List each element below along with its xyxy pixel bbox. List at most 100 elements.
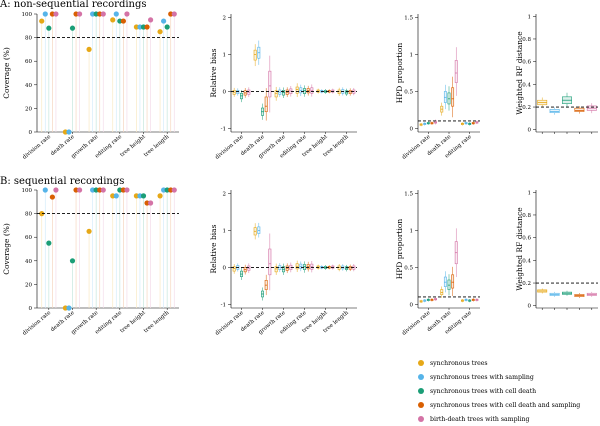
y-axis-label: HPD proportion [395,43,404,104]
y-tick-label: 0 [528,128,532,134]
y-tick-label: 0.5 [404,89,413,95]
data-point [69,258,76,264]
y-tick-label: 1 [223,53,227,59]
data-point [171,11,177,17]
y-tick-label: 20 [25,282,32,288]
data-point [110,17,116,23]
legend-label: birth-death trees with sampling [430,415,530,423]
data-point [171,187,177,193]
legend-item: synchronous trees with cell death and sa… [418,398,580,412]
x-tick-label: tree length [143,310,171,335]
box [451,87,455,107]
data-point [157,193,163,199]
y-tick-label: 0 [223,89,227,95]
section-title-a: A: non-sequential recordings [0,0,147,10]
y-tick-label: 80 [25,36,32,42]
y-tick-label: 1 [223,229,227,235]
box [253,49,257,61]
data-point [161,18,167,24]
data-point [42,187,48,193]
legend-label: synchronous trees with sampling [430,373,534,381]
y-tick-label: 100 [22,12,33,18]
data-point [164,24,170,30]
data-point [66,129,72,135]
y-tick-label: 40 [25,83,32,89]
chart-panel-b-rf: 0 0.2 0.4 0.6 0.8 1 Weighted RF distance [515,190,598,310]
y-axis-label: HPD proportion [395,219,404,280]
legend-swatch [418,416,424,422]
data-point [39,18,45,24]
y-tick-label: 0 [29,306,33,312]
y-tick-label: 1.5 [404,16,413,22]
y-axis-label: Weighted RF distance [515,31,524,115]
y-tick-label: 0.5 [404,265,413,271]
y-tick-label: -1 [221,126,226,132]
data-point [120,18,126,24]
x-tick-label: division rate [214,310,244,337]
legend-label: synchronous trees [430,359,488,367]
section-title-b: B: sequential recordings [0,176,125,187]
y-tick-label: 0 [410,302,414,308]
legend-label: synchronous trees with cell death [430,387,537,395]
data-point [86,46,92,53]
y-tick-label: 0.6 [522,236,531,242]
data-point [46,240,52,246]
y-tick-label: 60 [25,235,32,241]
x-tick-label: division rate [401,310,431,337]
legend-item: synchronous trees with sampling [418,370,580,384]
data-point [46,25,52,31]
data-point [86,228,92,234]
data-point [39,211,45,217]
y-tick-label: 1 [410,229,414,235]
box [549,109,560,114]
legend-item: synchronous trees with cell death [418,384,580,398]
y-tick-label: 80 [25,212,32,218]
y-tick-label: 1 [528,190,532,196]
data-point [100,11,106,17]
y-tick-label: 60 [25,59,32,65]
legend-swatch [418,360,424,366]
legend-swatch [418,402,424,408]
y-tick-label: 100 [22,188,33,194]
data-point [69,25,76,31]
box [295,86,299,94]
data-point [140,193,147,199]
data-point [77,11,83,17]
y-tick-label: 0.2 [522,105,531,111]
box [268,248,272,276]
x-tick-label: division rate [22,134,52,161]
y-tick-label: 0.6 [522,60,531,66]
y-axis-label: Coverage (%) [2,223,11,275]
x-tick-label: division rate [401,134,431,161]
data-point [124,187,130,193]
data-point [53,11,59,17]
y-axis-label: Relative bias [209,48,218,97]
legend-item: synchronous trees [418,356,580,370]
data-point [42,11,48,17]
data-point [144,24,150,30]
box [264,96,268,113]
box [268,70,272,98]
y-axis-label: Coverage (%) [2,47,11,99]
y-tick-label: 0 [223,265,227,271]
box [574,107,585,112]
data-point [113,193,119,199]
y-tick-label: 2 [223,16,227,22]
y-tick-label: 20 [25,106,32,112]
data-point [49,194,55,200]
y-axis-label: Relative bias [209,224,218,273]
data-point [148,17,154,23]
data-point [113,11,119,17]
y-axis-label: Weighted RF distance [515,207,524,291]
data-point [124,11,130,17]
data-point [148,200,154,206]
chart-panel-a-rf: 0 0.2 0.4 0.6 0.8 1 Weighted RF distance [515,14,598,134]
data-point [100,187,106,193]
y-tick-label: 0.8 [522,213,531,219]
